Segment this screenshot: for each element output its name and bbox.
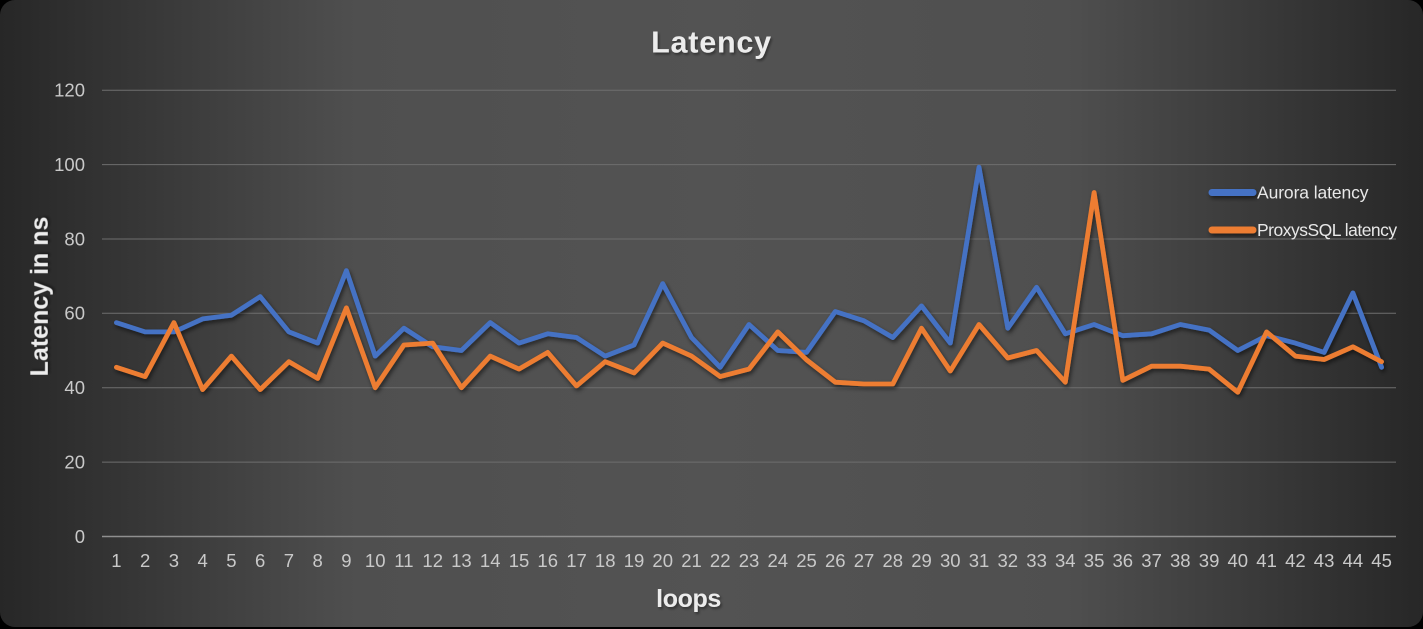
svg-text:14: 14 bbox=[480, 550, 501, 571]
svg-text:45: 45 bbox=[1371, 550, 1392, 571]
svg-text:25: 25 bbox=[796, 550, 817, 571]
svg-text:36: 36 bbox=[1113, 550, 1134, 571]
svg-text:44: 44 bbox=[1343, 550, 1364, 571]
svg-text:20: 20 bbox=[64, 452, 85, 473]
svg-text:15: 15 bbox=[509, 550, 530, 571]
svg-text:22: 22 bbox=[710, 550, 731, 571]
svg-text:80: 80 bbox=[64, 228, 85, 249]
svg-text:40: 40 bbox=[64, 377, 85, 398]
svg-text:43: 43 bbox=[1314, 550, 1335, 571]
svg-text:29: 29 bbox=[911, 550, 932, 571]
svg-text:28: 28 bbox=[883, 550, 904, 571]
svg-text:33: 33 bbox=[1026, 550, 1047, 571]
svg-text:39: 39 bbox=[1199, 550, 1220, 571]
svg-text:42: 42 bbox=[1285, 550, 1306, 571]
svg-text:1: 1 bbox=[111, 550, 121, 571]
svg-text:31: 31 bbox=[969, 550, 990, 571]
svg-text:37: 37 bbox=[1141, 550, 1162, 571]
svg-text:loops: loops bbox=[656, 585, 721, 613]
svg-text:21: 21 bbox=[681, 550, 702, 571]
svg-text:100: 100 bbox=[54, 154, 85, 175]
svg-text:5: 5 bbox=[226, 550, 236, 571]
svg-text:9: 9 bbox=[341, 550, 351, 571]
svg-text:26: 26 bbox=[825, 550, 846, 571]
svg-text:16: 16 bbox=[537, 550, 558, 571]
svg-text:11: 11 bbox=[394, 550, 413, 571]
svg-text:Aurora latency: Aurora latency bbox=[1257, 183, 1369, 203]
svg-text:6: 6 bbox=[255, 550, 265, 571]
svg-text:17: 17 bbox=[566, 550, 587, 571]
svg-text:4: 4 bbox=[197, 550, 207, 571]
svg-text:8: 8 bbox=[313, 550, 323, 571]
svg-text:0: 0 bbox=[75, 526, 85, 547]
svg-text:Latency: Latency bbox=[651, 26, 772, 60]
svg-text:Latency in ns: Latency in ns bbox=[26, 217, 54, 377]
svg-text:32: 32 bbox=[998, 550, 1019, 571]
svg-text:38: 38 bbox=[1170, 550, 1191, 571]
svg-text:34: 34 bbox=[1055, 550, 1076, 571]
svg-text:41: 41 bbox=[1256, 550, 1277, 571]
svg-text:18: 18 bbox=[595, 550, 616, 571]
svg-text:27: 27 bbox=[854, 550, 875, 571]
svg-text:23: 23 bbox=[739, 550, 760, 571]
svg-text:10: 10 bbox=[365, 550, 386, 571]
svg-text:7: 7 bbox=[284, 550, 294, 571]
svg-text:3: 3 bbox=[169, 550, 179, 571]
svg-text:30: 30 bbox=[940, 550, 961, 571]
svg-text:40: 40 bbox=[1228, 550, 1249, 571]
svg-text:20: 20 bbox=[652, 550, 673, 571]
svg-text:120: 120 bbox=[54, 80, 85, 101]
svg-text:19: 19 bbox=[624, 550, 645, 571]
svg-text:13: 13 bbox=[451, 550, 472, 571]
svg-text:2: 2 bbox=[140, 550, 150, 571]
svg-text:60: 60 bbox=[64, 303, 85, 324]
svg-text:35: 35 bbox=[1084, 550, 1105, 571]
svg-text:24: 24 bbox=[768, 550, 789, 571]
svg-text:ProxysSQL latency: ProxysSQL latency bbox=[1257, 220, 1397, 240]
svg-text:12: 12 bbox=[422, 550, 443, 571]
